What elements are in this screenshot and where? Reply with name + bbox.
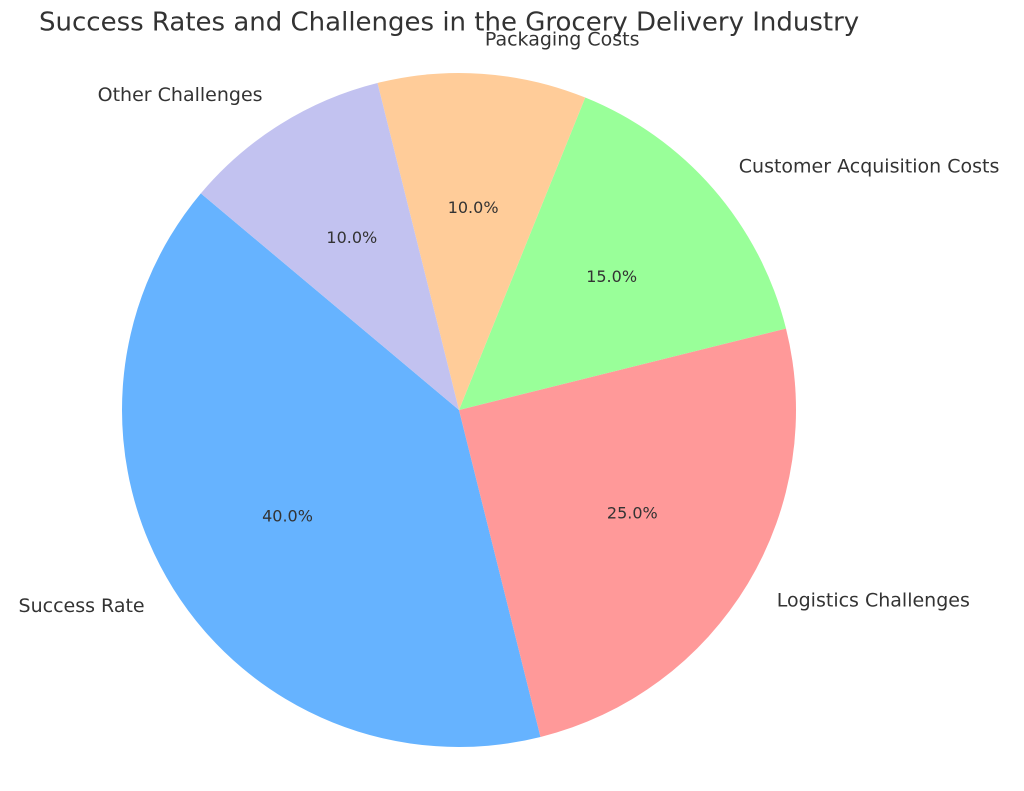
pie-slice — [459, 97, 786, 411]
value-label: 10.0% — [448, 198, 499, 217]
pie-slice — [377, 73, 586, 411]
pie-slice — [200, 83, 459, 410]
slice-label: Packaging Costs — [485, 29, 640, 51]
pie-slice — [459, 328, 796, 737]
slice-label: Logistics Challenges — [777, 589, 970, 611]
pie-slice — [121, 193, 541, 748]
chart-title: Success Rates and Challenges in the Groc… — [39, 8, 859, 38]
slice-label: Customer Acquisition Costs — [739, 155, 1000, 177]
value-label: 15.0% — [586, 267, 637, 286]
slice-label: Success Rate — [19, 595, 145, 617]
slice-label: Other Challenges — [98, 84, 263, 106]
value-label: 40.0% — [262, 507, 313, 526]
value-label: 25.0% — [607, 504, 658, 523]
value-label: 10.0% — [326, 228, 377, 247]
